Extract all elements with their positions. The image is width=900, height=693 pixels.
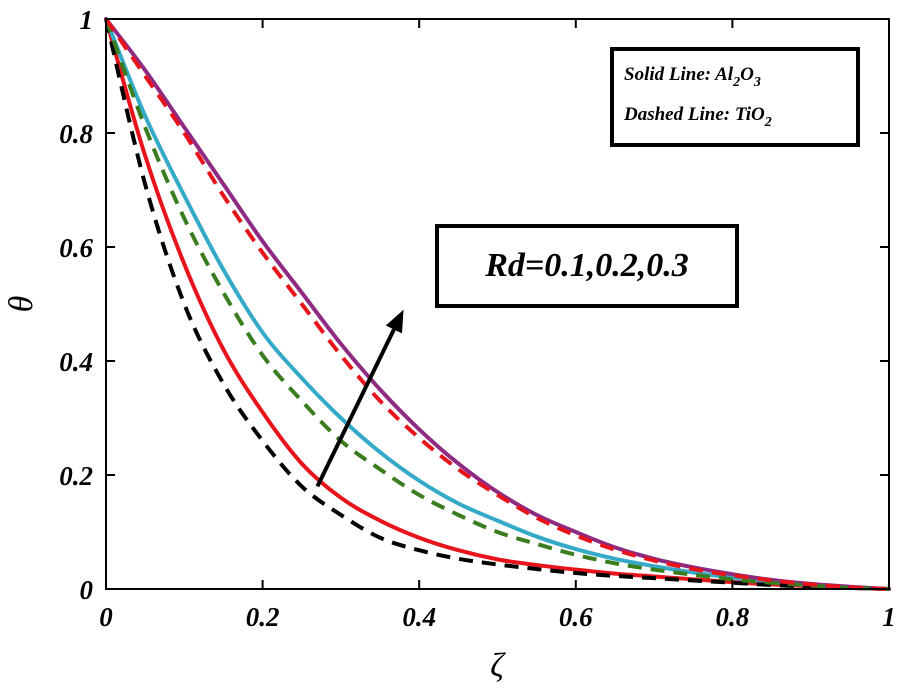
legend-solid-prefix: Solid Line: Al (624, 64, 734, 85)
legend-solid-sub1: 2 (732, 75, 740, 90)
legend-dashed-prefix: Dashed Line: TiO (623, 104, 765, 125)
series-layer (104, 17, 891, 591)
x-tick-label: 0.6 (559, 602, 593, 632)
y-tick-label: 1 (80, 5, 94, 35)
y-tick-label: 0 (80, 575, 94, 605)
legend-solid-sub2: 3 (753, 75, 761, 90)
x-axis-label: ζ (490, 647, 506, 684)
legend: Solid Line: Al2O3 Dashed Line: TiO2 (610, 47, 860, 147)
series-line-solid-3 (104, 17, 891, 591)
legend-entry-dashed: Dashed Line: TiO2 (623, 104, 772, 130)
y-axis-label: θ (3, 296, 40, 313)
plot-frame (105, 18, 890, 590)
annotation-box (435, 224, 739, 308)
annotation-arrow-head (385, 309, 404, 334)
series-line-solid-1 (104, 17, 891, 591)
annotation-text: Rd=0.1,0.2,0.3 (484, 247, 689, 284)
y-tick-label: 0.2 (59, 461, 93, 491)
legend-dashed-sub: 2 (764, 115, 772, 130)
y-tick-label: 0.6 (59, 233, 93, 263)
legend-box (610, 47, 860, 147)
y-tick-label: 0.8 (59, 119, 93, 149)
legend-solid-mid: O (740, 64, 754, 85)
annotation-arrow-shaft (315, 328, 396, 488)
x-tick-label: 1 (882, 602, 896, 632)
y-tick-label: 0.4 (59, 347, 93, 377)
tick-labels-layer: 0 0.2 0.4 0.6 0.8 1 0 0.2 0.4 0.6 0.8 1 (59, 5, 896, 632)
series-line-dashed-5 (104, 18, 890, 591)
series-line-dashed-4 (104, 18, 890, 591)
legend-entry-solid: Solid Line: Al2O3 (624, 64, 761, 90)
annotation: Rd=0.1,0.2,0.3 (315, 224, 739, 488)
x-tick-label: 0 (99, 602, 113, 632)
x-tick-label: 0.2 (246, 602, 280, 632)
ticks-layer (105, 18, 890, 590)
x-tick-label: 0.4 (402, 602, 436, 632)
series-line-dashed-6 (104, 17, 890, 591)
x-tick-label: 0.8 (716, 602, 750, 632)
